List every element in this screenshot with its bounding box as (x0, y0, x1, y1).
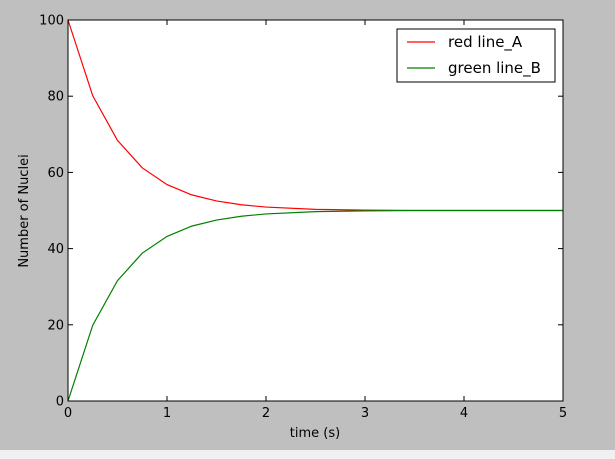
legend-label-2: green line_B (448, 59, 541, 78)
plot-frame (67, 19, 564, 402)
y-tick-label: 80 (47, 90, 64, 105)
legend-label-1: red line_A (448, 33, 523, 52)
series-line-2 (67, 209, 563, 402)
y-tick-label: 0 (56, 395, 64, 410)
x-tick-label: 0 (64, 406, 72, 421)
y-axis-label: Number of Nuclei (17, 154, 32, 267)
y-tick-label: 100 (39, 14, 64, 29)
x-tick-label: 2 (262, 406, 270, 421)
x-axis-label: time (s) (290, 426, 340, 441)
y-tick-label: 60 (47, 166, 64, 181)
y-tick-label: 40 (47, 242, 64, 257)
x-tick-label: 4 (460, 406, 468, 421)
x-tick-label: 3 (361, 406, 369, 421)
series-layer (67, 19, 563, 402)
x-tick-label: 1 (163, 406, 171, 421)
legend-box (396, 28, 556, 83)
ticks-layer: 0 1 2 3 4 5 0 20 40 60 80 100 (39, 14, 567, 422)
x-tick-label: 5 (559, 406, 567, 421)
y-tick-label: 20 (47, 318, 64, 333)
